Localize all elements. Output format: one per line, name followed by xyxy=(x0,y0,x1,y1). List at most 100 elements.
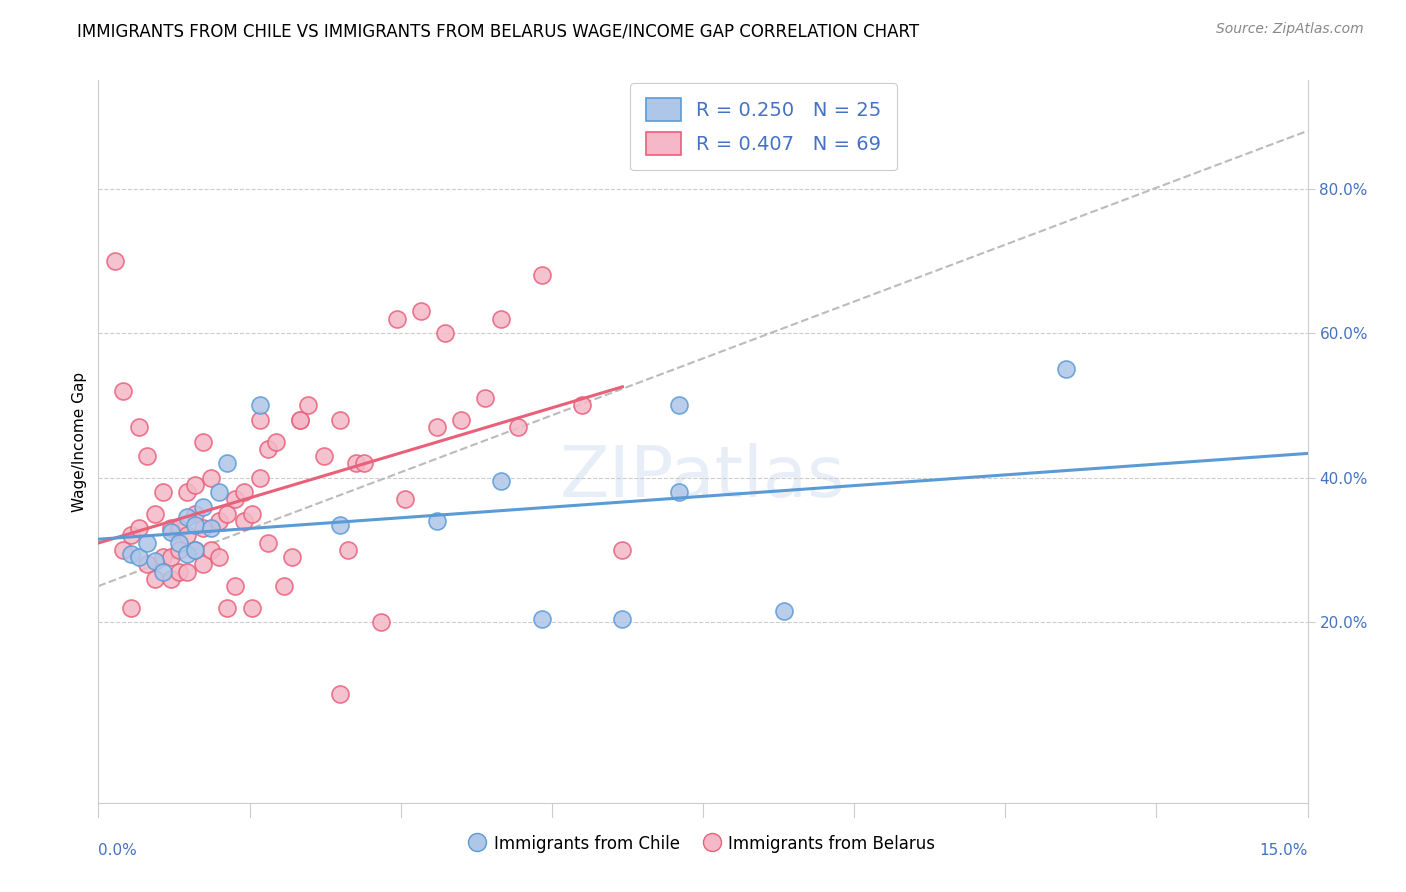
Point xyxy=(184,542,207,557)
Point xyxy=(208,514,231,528)
Point xyxy=(103,253,125,268)
Legend: Immigrants from Chile, Immigrants from Belarus: Immigrants from Chile, Immigrants from B… xyxy=(464,828,942,860)
Point xyxy=(160,524,183,539)
Point xyxy=(409,304,432,318)
Point xyxy=(217,507,239,521)
Point xyxy=(434,326,457,340)
Point xyxy=(176,547,198,561)
Point xyxy=(217,456,239,470)
Point xyxy=(111,542,134,557)
Point xyxy=(232,514,254,528)
Point xyxy=(530,611,553,625)
Point xyxy=(167,542,190,557)
Point xyxy=(353,456,375,470)
Text: Source: ZipAtlas.com: Source: ZipAtlas.com xyxy=(1216,22,1364,37)
Point xyxy=(474,391,496,405)
Point xyxy=(167,521,190,535)
Point xyxy=(370,615,392,630)
Point xyxy=(612,611,634,625)
Point xyxy=(329,413,352,427)
Point xyxy=(232,485,254,500)
Point xyxy=(143,572,166,586)
Point xyxy=(193,434,215,449)
Point xyxy=(160,521,183,535)
Point xyxy=(264,434,287,449)
Point xyxy=(491,311,513,326)
Point xyxy=(111,384,134,398)
Point xyxy=(314,449,336,463)
Point xyxy=(128,550,150,565)
Point xyxy=(135,558,157,572)
Point xyxy=(184,517,207,532)
Point xyxy=(612,542,634,557)
Point xyxy=(143,507,166,521)
Text: IMMIGRANTS FROM CHILE VS IMMIGRANTS FROM BELARUS WAGE/INCOME GAP CORRELATION CHA: IMMIGRANTS FROM CHILE VS IMMIGRANTS FROM… xyxy=(77,22,920,40)
Point xyxy=(200,471,222,485)
Point xyxy=(128,420,150,434)
Point xyxy=(167,535,190,549)
Point xyxy=(297,398,319,412)
Point xyxy=(256,442,278,456)
Point xyxy=(240,507,263,521)
Point xyxy=(571,398,593,412)
Point xyxy=(208,485,231,500)
Point xyxy=(668,485,690,500)
Point xyxy=(128,521,150,535)
Point xyxy=(135,449,157,463)
Point xyxy=(152,565,174,579)
Point xyxy=(249,413,271,427)
Point xyxy=(120,547,142,561)
Point xyxy=(249,471,271,485)
Point xyxy=(240,600,263,615)
Point xyxy=(1054,362,1077,376)
Point xyxy=(273,579,295,593)
Point xyxy=(120,600,142,615)
Point xyxy=(193,500,215,514)
Point xyxy=(184,542,207,557)
Point xyxy=(385,311,408,326)
Point xyxy=(281,550,304,565)
Point xyxy=(200,521,222,535)
Point xyxy=(176,510,198,524)
Point xyxy=(224,492,246,507)
Point xyxy=(506,420,529,434)
Point xyxy=(176,565,198,579)
Point xyxy=(184,478,207,492)
Point xyxy=(288,413,311,427)
Point xyxy=(329,517,352,532)
Point xyxy=(160,572,183,586)
Point xyxy=(450,413,472,427)
Point xyxy=(200,542,222,557)
Text: ZIPatlas: ZIPatlas xyxy=(560,443,846,512)
Point xyxy=(193,558,215,572)
Point xyxy=(217,600,239,615)
Text: 0.0%: 0.0% xyxy=(98,843,138,857)
Point xyxy=(143,554,166,568)
Point xyxy=(426,420,449,434)
Point xyxy=(394,492,416,507)
Point xyxy=(208,550,231,565)
Point xyxy=(772,604,794,618)
Point xyxy=(337,542,360,557)
Text: 15.0%: 15.0% xyxy=(1260,843,1308,857)
Point xyxy=(193,521,215,535)
Point xyxy=(176,485,198,500)
Point xyxy=(668,398,690,412)
Point xyxy=(135,535,157,549)
Point xyxy=(176,528,198,542)
Point xyxy=(530,268,553,283)
Point xyxy=(256,535,278,549)
Point xyxy=(120,528,142,542)
Point xyxy=(184,507,207,521)
Y-axis label: Wage/Income Gap: Wage/Income Gap xyxy=(72,371,87,512)
Point xyxy=(160,550,183,565)
Point xyxy=(426,514,449,528)
Point xyxy=(249,398,271,412)
Point xyxy=(491,475,513,489)
Point xyxy=(344,456,367,470)
Point xyxy=(152,485,174,500)
Point xyxy=(152,550,174,565)
Point xyxy=(329,687,352,701)
Point xyxy=(224,579,246,593)
Point xyxy=(167,565,190,579)
